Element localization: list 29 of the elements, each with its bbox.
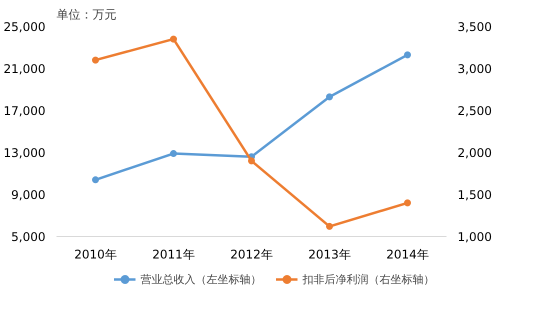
y2-tick-label: 1,000 (458, 230, 492, 244)
y2-tick-label: 2,000 (458, 146, 492, 160)
legend-label: 扣非后净利润（右坐标轴） (302, 272, 434, 286)
x-tick-label: 2010年 (74, 248, 117, 262)
point (326, 93, 333, 100)
y-tick-label: 5,000 (11, 230, 46, 244)
x-tick-label: 2011年 (152, 248, 195, 262)
point (248, 157, 255, 164)
point (404, 51, 411, 58)
legend-label: 营业总收入（左坐标轴） (140, 272, 262, 286)
point (92, 176, 99, 184)
y-tick-label: 21,000 (4, 62, 46, 76)
y-tick-label: 9,000 (11, 188, 46, 202)
point (170, 36, 177, 43)
x-tick-label: 2012年 (230, 248, 273, 262)
x-tick-label: 2013年 (308, 248, 351, 262)
x-tick-label: 2014年 (386, 248, 429, 262)
point (326, 222, 333, 230)
y-axis-title: 单位：万元 (56, 8, 116, 22)
y-tick-label: 17,000 (4, 104, 46, 118)
point (170, 150, 177, 158)
point (92, 56, 99, 64)
y2-tick-label: 1,500 (458, 188, 492, 202)
point (404, 199, 411, 206)
y-tick-label: 13,000 (4, 146, 46, 160)
y2-tick-label: 3,000 (458, 62, 492, 76)
y2-tick-label: 2,500 (458, 104, 492, 118)
y-tick-label: 25,000 (4, 20, 46, 34)
y2-tick-label: 3,500 (458, 20, 492, 34)
